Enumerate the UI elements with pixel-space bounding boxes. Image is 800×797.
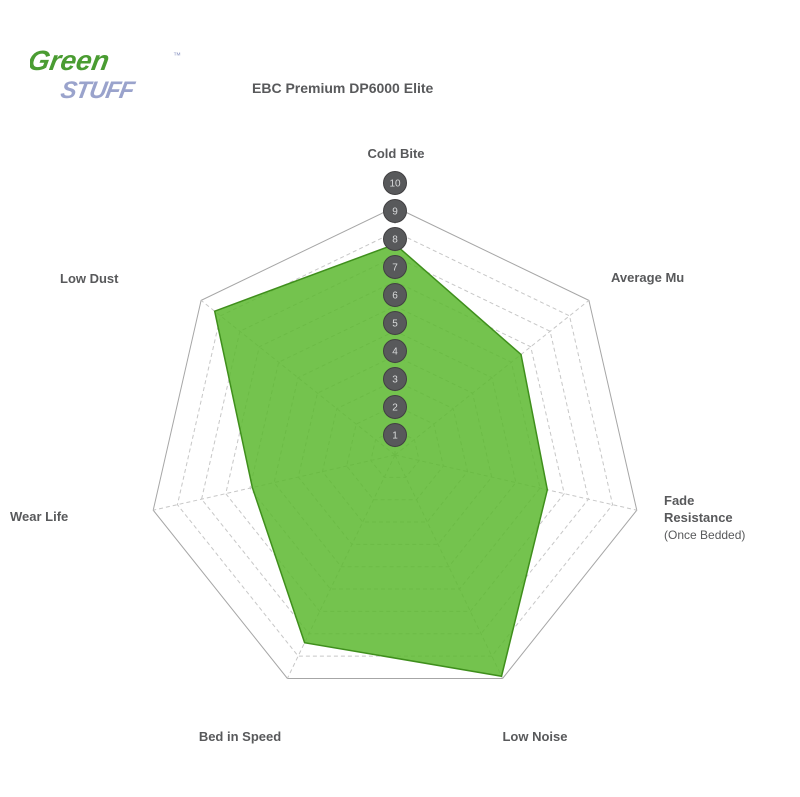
- svg-text:STUFF: STUFF: [59, 77, 138, 104]
- svg-text:10: 10: [389, 179, 401, 190]
- svg-text:™: ™: [173, 51, 181, 60]
- svg-text:8: 8: [392, 235, 398, 246]
- svg-text:6: 6: [392, 291, 398, 302]
- svg-text:Green: Green: [30, 44, 112, 76]
- svg-text:1: 1: [392, 431, 398, 442]
- svg-text:9: 9: [392, 207, 398, 218]
- svg-text:5: 5: [392, 319, 398, 330]
- svg-text:2: 2: [392, 403, 398, 414]
- svg-text:7: 7: [392, 263, 398, 274]
- svg-text:4: 4: [392, 347, 398, 358]
- svg-text:3: 3: [392, 375, 398, 386]
